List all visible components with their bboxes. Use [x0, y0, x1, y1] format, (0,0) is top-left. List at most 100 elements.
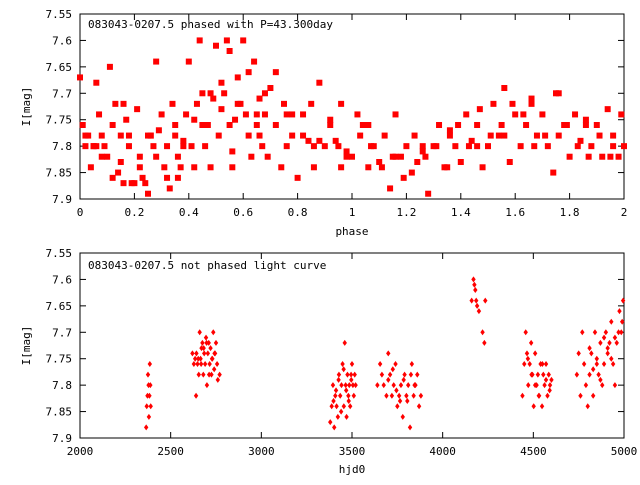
data-point [397, 398, 403, 404]
data-point [433, 143, 440, 150]
y-tick-label: 7.75 [46, 353, 73, 366]
data-point [590, 366, 596, 373]
data-point [474, 297, 479, 304]
data-point [316, 137, 323, 144]
data-point [404, 392, 409, 399]
data-point [614, 339, 619, 346]
data-point [251, 58, 258, 65]
data-point [336, 376, 341, 383]
data-point [471, 276, 476, 283]
data-point [172, 122, 179, 128]
data-point [419, 148, 426, 155]
data-point [532, 350, 538, 357]
data-point [594, 355, 599, 362]
data-point [143, 424, 149, 431]
data-point [452, 143, 459, 150]
data-point [610, 132, 617, 139]
data-point [214, 361, 220, 367]
data-point [480, 329, 485, 336]
data-point [329, 403, 334, 410]
data-point [525, 355, 531, 362]
data-point [444, 164, 451, 171]
plot-frame [79, 13, 625, 200]
data-point [264, 153, 271, 160]
data-point [485, 143, 491, 150]
data-point [598, 339, 603, 346]
data-point [289, 111, 296, 118]
data-point [463, 111, 470, 118]
data-point [194, 350, 199, 357]
x-tick-label: 0.8 [288, 206, 308, 219]
data-point [207, 164, 214, 171]
y-tick-label: 7.6 [52, 273, 72, 286]
y-axis-label: I[mag] [20, 326, 33, 366]
data-point [587, 371, 592, 378]
data-point [261, 90, 268, 97]
data-point [490, 100, 497, 107]
chart-title: 083043-0207.5 not phased light curve [88, 259, 326, 272]
data-point [574, 371, 580, 378]
data-point [341, 403, 347, 410]
y-tick-label: 7.85 [46, 167, 73, 180]
data-point [522, 361, 527, 367]
data-point [487, 132, 494, 139]
data-point [120, 180, 127, 187]
data-point [125, 132, 132, 139]
data-point [574, 143, 581, 150]
data-point [400, 174, 407, 181]
data-point [253, 122, 260, 128]
data-point [145, 371, 151, 378]
data-point [206, 371, 212, 378]
data-point [425, 190, 432, 197]
data-point [343, 387, 349, 394]
data-point [202, 361, 208, 367]
data-point [229, 148, 236, 155]
data-point [259, 143, 266, 150]
data-point [153, 153, 160, 160]
data-point [365, 164, 372, 171]
data-point [408, 371, 414, 378]
data-point [352, 371, 357, 378]
data-point [207, 90, 214, 97]
data-point [354, 111, 361, 118]
data-point [386, 376, 391, 383]
x-tick-label: 2000 [67, 445, 94, 458]
data-point [416, 403, 422, 410]
data-point [547, 382, 553, 389]
data-point [198, 355, 203, 362]
data-point [203, 334, 209, 341]
data-point [394, 387, 399, 394]
data-point [153, 58, 160, 65]
data-point [402, 371, 407, 378]
data-point [215, 132, 222, 139]
data-point [411, 132, 418, 139]
data-point [529, 371, 534, 378]
data-point [147, 361, 153, 367]
data-point [581, 361, 587, 367]
data-point [555, 132, 562, 139]
data-point [593, 122, 600, 128]
data-point [343, 153, 350, 160]
data-point [607, 153, 614, 160]
data-point [211, 329, 216, 336]
data-point [483, 297, 488, 304]
data-point [577, 137, 584, 144]
data-point [327, 122, 334, 128]
x-tick-label: 0.6 [233, 206, 253, 219]
data-point [610, 143, 617, 150]
data-point [381, 382, 386, 389]
data-point [600, 382, 605, 389]
data-point [350, 382, 356, 389]
data-point [172, 132, 179, 139]
data-point [411, 392, 416, 399]
data-point [397, 153, 404, 160]
data-point [340, 361, 345, 367]
data-point [115, 169, 122, 176]
data-point [407, 424, 413, 431]
x-tick-label: 2500 [157, 445, 184, 458]
data-point [563, 122, 570, 128]
data-point [209, 355, 215, 362]
data-point [582, 122, 589, 128]
data-point [540, 361, 545, 367]
y-tick-label: 7.65 [46, 61, 73, 74]
